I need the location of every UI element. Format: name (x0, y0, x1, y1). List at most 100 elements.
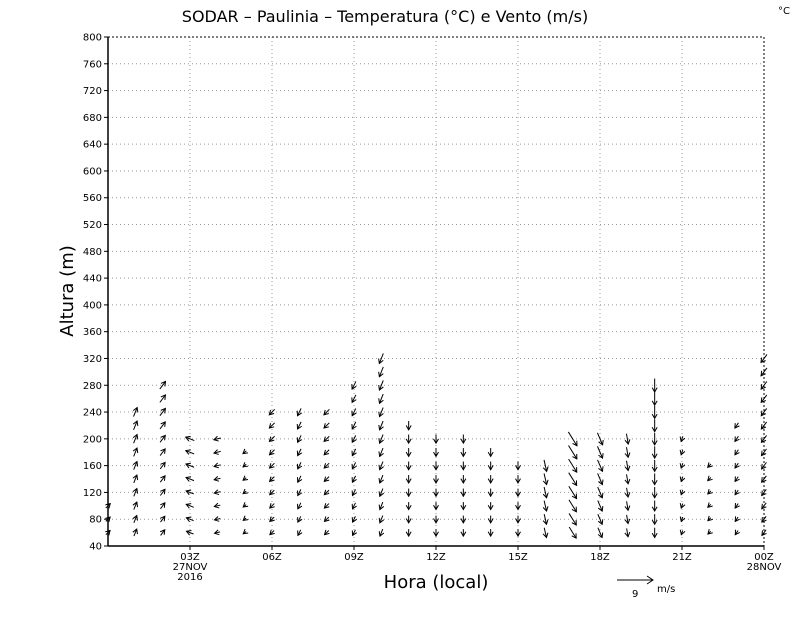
wind-vector-head (351, 450, 357, 457)
wind-vector-shaft (626, 460, 629, 471)
wind-vector (405, 475, 412, 484)
x-tick-label: 00Z (754, 552, 774, 563)
wind-vector-head (679, 476, 686, 483)
wind-vector-head (460, 465, 467, 471)
wind-vector-shaft (379, 515, 384, 524)
wind-vector (242, 462, 249, 468)
wind-vector-head (624, 439, 631, 445)
wind-vector (378, 488, 385, 498)
wind-vector-head (679, 529, 686, 536)
wind-vector-head (351, 490, 357, 497)
wind-vector (132, 501, 139, 510)
wind-vector-head (487, 518, 494, 524)
wind-vector-shaft (185, 436, 195, 442)
wind-vector-head (433, 504, 439, 511)
wind-vector-shaft (568, 513, 577, 526)
wind-vector-head (378, 358, 384, 365)
wind-vector (378, 461, 384, 471)
x-tick-label: 09Z (344, 552, 364, 563)
y-tick-label: 160 (83, 461, 102, 472)
wind-vector-head (378, 438, 384, 445)
wind-vector-head (571, 533, 577, 540)
wind-vector-shaft (568, 486, 577, 499)
wind-vector (213, 489, 221, 496)
wind-vector (651, 446, 658, 460)
wind-vector (761, 475, 767, 483)
wind-vector (542, 514, 549, 526)
wind-vector (296, 462, 303, 470)
wind-vector-shaft (324, 489, 330, 496)
wind-vector-head (624, 531, 631, 538)
wind-vector-head (760, 397, 767, 404)
wind-vector-head (734, 449, 740, 456)
wind-vector-shaft (761, 516, 767, 523)
wind-vector-shaft (160, 502, 166, 510)
wind-vector-shaft (269, 462, 275, 469)
wind-vector-shaft (597, 486, 603, 499)
wind-vector-head (487, 451, 494, 458)
wind-vector (159, 421, 166, 430)
wind-vector-head (460, 491, 467, 498)
wind-vector (707, 475, 713, 482)
wind-vector-shaft (761, 502, 767, 510)
wind-vector-head (571, 493, 578, 500)
wind-vector-shaft (597, 513, 603, 525)
wind-vector-shaft (159, 394, 166, 403)
wind-vector (242, 528, 249, 535)
wind-vector (487, 475, 494, 484)
y-tick-label: 480 (83, 247, 102, 258)
wind-vector-shaft (379, 474, 384, 484)
wind-vector-head (268, 463, 275, 469)
wind-vector-head (734, 423, 740, 429)
wind-vector (159, 407, 166, 416)
wind-vector-head (378, 385, 384, 391)
wind-vector-shaft (185, 450, 195, 455)
wind-vector (405, 529, 412, 538)
wind-vector (378, 366, 384, 378)
wind-vector-head (132, 474, 139, 481)
wind-vector (433, 461, 439, 471)
wind-vector (460, 529, 467, 538)
wind-vector-shaft (625, 433, 629, 445)
wind-vector (378, 420, 384, 431)
wind-vector-shaft (597, 446, 603, 459)
wind-vector (268, 462, 275, 469)
wind-vector-shaft (269, 449, 275, 456)
wind-vector (405, 461, 412, 471)
wind-vector (761, 502, 767, 510)
wind-vector-shaft (269, 516, 275, 522)
wind-vector-head (707, 475, 713, 482)
wind-vector (378, 407, 384, 418)
wind-vector-shaft (352, 489, 356, 496)
wind-vector-head (761, 503, 767, 510)
wind-vector (105, 529, 111, 536)
wind-vector-head (323, 476, 330, 483)
reference-vector: 9 m/s (617, 575, 675, 600)
wind-vector (378, 393, 384, 405)
wind-vector-shaft (185, 463, 195, 468)
wind-vector-head (323, 503, 330, 509)
wind-vector (242, 515, 249, 521)
wind-vector (296, 435, 303, 444)
wind-vector-shaft (133, 407, 138, 417)
wind-vector (624, 460, 631, 472)
wind-vector (378, 501, 385, 511)
y-tick-label: 240 (83, 408, 102, 419)
wind-vector-shaft (159, 462, 166, 470)
wind-vector-head (160, 448, 166, 454)
wind-vector (487, 448, 494, 458)
wind-vector-shaft (133, 447, 138, 457)
wind-vector (351, 529, 358, 537)
wind-vector-head (213, 529, 220, 536)
wind-vector-shaft (351, 394, 357, 403)
wind-vector-head (269, 529, 275, 536)
wind-vector-shaft (543, 500, 548, 512)
wind-vector-head (160, 434, 166, 441)
wind-vector-head (433, 438, 439, 445)
wind-vector-shaft (185, 476, 195, 482)
wind-vector-head (405, 478, 412, 484)
x-tick-label: 18Z (590, 552, 610, 563)
wind-vector-head (184, 435, 191, 442)
wind-vector (351, 502, 357, 510)
wind-vector (323, 435, 330, 443)
